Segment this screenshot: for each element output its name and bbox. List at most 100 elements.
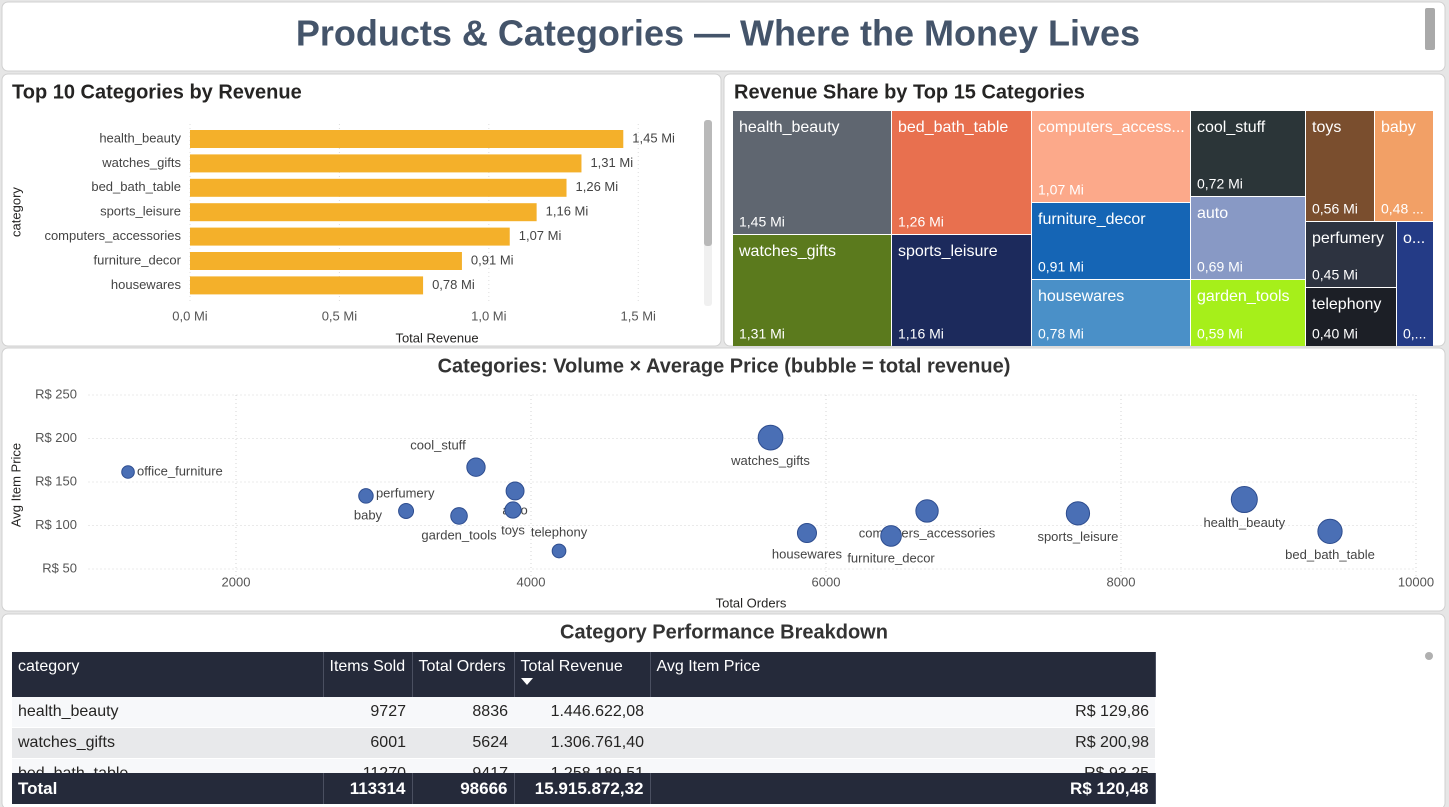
table-cell: health_beauty [12,697,323,728]
data-label: 1,26 Mi [576,179,619,194]
point-label: furniture_decor [847,550,935,565]
table-cell: bed_bath_table [12,758,323,773]
tile-rect [1191,280,1305,346]
chart-title: Revenue Share by Top 15 Categories [734,81,1085,103]
tile: toys 0,56 Mi [1306,111,1374,221]
column-header[interactable]: Total Revenue [514,652,651,697]
scrollbar[interactable] [704,120,712,246]
tile-value: 0,48 ... [1381,201,1424,217]
table-header: category Items Sold Total Orders Total Reve… [12,652,1156,697]
point-label: baby [354,507,383,522]
y-axis-label: Avg Item Price [8,443,23,527]
tile-value: 1,26 Mi [898,214,944,230]
table-cell: 1.258.189,51 [514,758,650,773]
tile-label: housewares [1038,288,1124,305]
bubble [121,465,135,479]
tile-value: 0,56 Mi [1312,201,1358,217]
tile: cool_stuff 0,72 Mi [1191,111,1305,196]
tile-rect [733,111,891,234]
column-header[interactable]: Total Orders [412,652,515,697]
tile-rect [892,111,1031,234]
tile-rect [1032,203,1190,279]
chart-title: Categories: Volume × Average Price (bubb… [438,355,1011,377]
table-body: health_beauty 9727 8836 1.446.622,08 R$ 129,… [12,697,1155,773]
table-total: Total 113314 98666 15.915.872,32 R$ 120,48 [12,773,1156,804]
bar [190,203,537,222]
tile-label: perfumery [1312,230,1384,247]
point-label: health_beauty [1203,515,1285,530]
bar [190,178,567,197]
bar [190,154,582,173]
total-cell: R$ 120,48 [650,773,1156,804]
point-label: watches_gifts [730,453,810,468]
bar [190,252,462,270]
y-tick-label: computers_accessories [44,228,181,243]
table-row: watches_gifts 6001 5624 1.306.761,40 R$ 200,… [12,727,1155,759]
tile-value: 0,78 Mi [1038,326,1084,342]
point-label: garden_tools [421,527,497,542]
scrollbar[interactable] [1425,8,1435,50]
point-label: bed_bath_table [1285,547,1375,562]
table-cell: watches_gifts [12,727,323,759]
x-tick-label: 4000 [517,574,546,589]
total-row: Total 113314 98666 15.915.872,32 R$ 120,48 [12,773,1156,804]
data-label: 0,78 Mi [432,277,475,292]
bubble [796,522,818,544]
tile-value: 1,31 Mi [739,326,785,342]
tile-rect [1032,280,1190,346]
tile: computers_access... 1,07 Mi [1032,111,1190,202]
tile-label: toys [1312,119,1341,136]
column-header[interactable]: category [12,652,324,697]
tile-label: furniture_decor [1038,211,1146,228]
tile: garden_tools 0,59 Mi [1191,280,1305,346]
tile-label: o... [1403,230,1425,247]
y-tick-label: R$ 200 [35,430,77,445]
tile: baby 0,48 ... [1375,111,1433,221]
tile-rect [1375,111,1433,221]
point-label: housewares [772,546,843,561]
data-label: 1,16 Mi [546,204,589,219]
tile-rect [733,235,891,346]
y-tick-label: health_beauty [99,130,181,145]
column-header[interactable]: Avg Item Price [650,652,1156,697]
table-cell: 1.306.761,40 [514,727,650,759]
y-tick-label: housewares [111,277,182,292]
x-tick-label: 0,0 Mi [172,308,208,323]
tile-rect [1191,111,1305,196]
x-axis-label: Total Revenue [395,330,478,345]
tile-label: garden_tools [1197,288,1290,305]
bubble [1065,501,1091,526]
table-cell: R$ 200,98 [650,727,1155,759]
y-tick-label: watches_gifts [101,155,181,170]
tile-value: 0,... [1403,326,1426,342]
table: category Items Sold Total Orders Total Reve… [12,652,1156,804]
tile-label: bed_bath_table [898,119,1008,136]
tile-label: auto [1197,205,1228,222]
sort-icon[interactable] [520,678,533,685]
tile-label: health_beauty [739,119,840,136]
bubble [450,507,468,525]
scroll-dot[interactable] [1425,652,1433,660]
data-label: 0,91 Mi [471,252,514,267]
tile-value: 0,91 Mi [1038,259,1084,275]
x-tick-label: 1,5 Mi [621,308,657,323]
point-label: telephony [531,524,588,539]
tile-rect [1306,111,1374,221]
tile-rect [1306,222,1396,287]
y-tick-label: furniture_decor [94,252,182,267]
y-axis-label: category [8,187,23,237]
bubble [757,424,784,451]
tile: bed_bath_table 1,26 Mi [892,111,1031,234]
x-axis-label: Total Orders [716,595,787,610]
column-header[interactable]: Items Sold [323,652,413,697]
table-row: bed_bath_table1127094171.258.189,51R$ 93… [12,758,1155,773]
table-cell: R$ 129,86 [650,697,1155,728]
bubble [398,502,415,519]
total-cell: 15.915.872,32 [514,773,651,804]
x-tick-label: 10000 [1398,574,1434,589]
tile-label: baby [1381,119,1416,136]
tile-rect [1191,197,1305,279]
tile: sports_leisure 1,16 Mi [892,235,1031,346]
bar [190,276,424,295]
tile-rect [1306,288,1396,346]
